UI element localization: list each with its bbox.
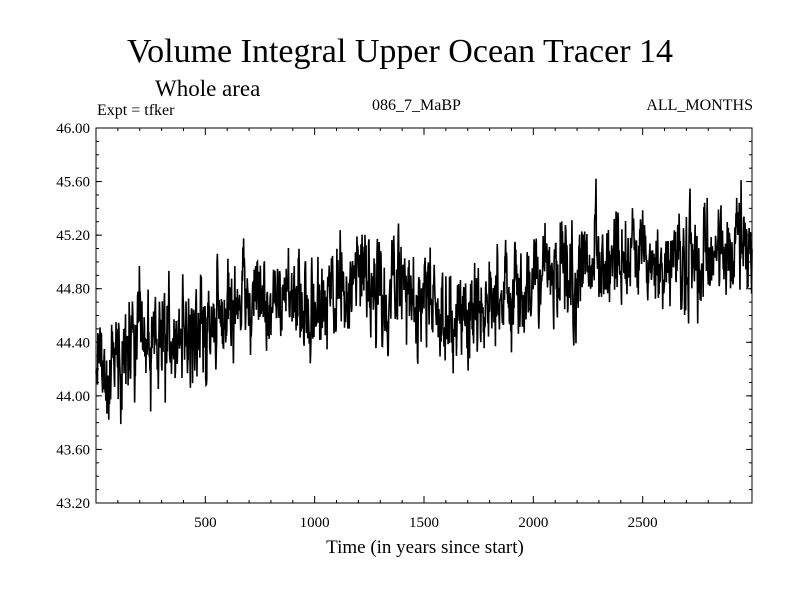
y-tick-label: 45.60 (56, 175, 90, 191)
x-tick-label: 1000 (300, 515, 330, 531)
x-tick-label: 500 (194, 515, 217, 531)
x-tick-label: 2000 (518, 515, 548, 531)
months-label: ALL_MONTHS (646, 97, 753, 114)
y-tick-label: 43.20 (56, 496, 90, 512)
experiment-label: Expt = tfker (97, 102, 175, 119)
x-axis: 500 1000 1500 2000 2500 (117, 128, 731, 531)
y-tick-label: 45.20 (56, 228, 90, 244)
y-tick-label: 44.80 (56, 282, 90, 298)
x-tick-label: 1500 (409, 515, 439, 531)
run-id-label: 086_7_MaBP (372, 97, 461, 114)
chart-subtitle: Whole area (155, 76, 261, 101)
chart-title: Volume Integral Upper Ocean Tracer 14 (126, 33, 674, 70)
series-line (95, 178, 753, 425)
y-tick-label: 43.60 (56, 442, 90, 458)
x-tick-label: 2500 (628, 515, 658, 531)
y-axis: 43.20 43.60 44.00 44.40 44.80 45.20 45.60 46.00 (56, 121, 752, 512)
x-axis-label: Time (in years since start) (326, 537, 524, 558)
y-tick-label: 44.40 (56, 335, 90, 351)
y-tick-label: 46.00 (56, 121, 90, 137)
y-tick-label: 44.00 (56, 389, 90, 405)
